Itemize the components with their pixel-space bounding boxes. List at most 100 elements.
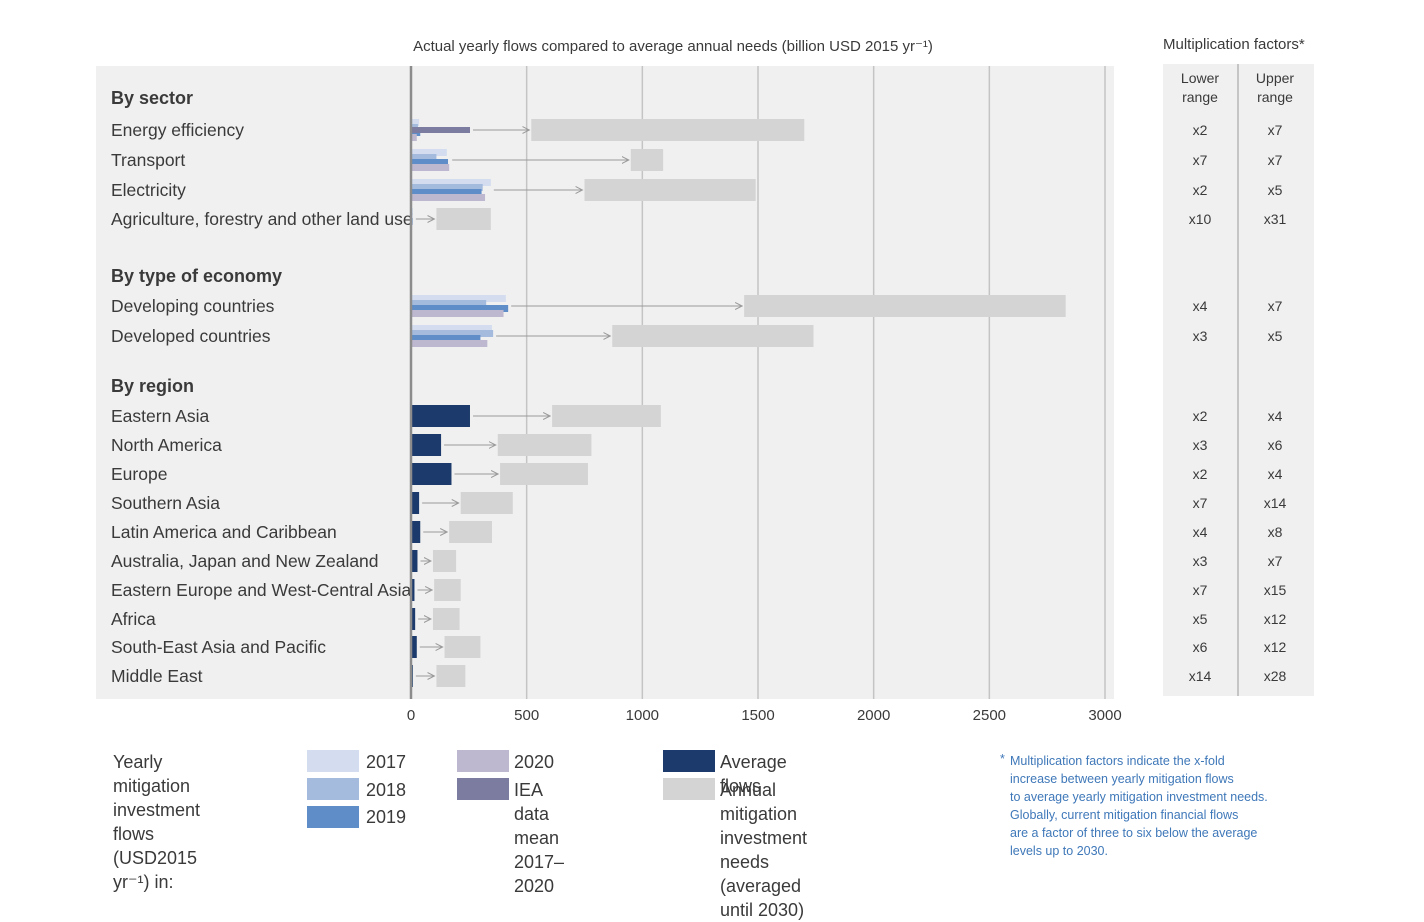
legend-label-iea: IEA data mean 2017–2020 [514,778,564,898]
legend-label-2018: 2018 [366,780,407,800]
bar-2017 [411,295,506,302]
row-label: North America [111,435,222,455]
row-label: Latin America and Caribbean [111,522,337,542]
mf-upper-value: x28 [1264,668,1287,684]
group-heading: By sector [111,88,193,108]
row-label: Developing countries [111,296,275,316]
bar-2018 [411,184,483,191]
mf-upper-value: x7 [1268,553,1283,569]
bar-needs-range [630,149,664,171]
legend-label-2017: 2017 [366,752,407,772]
row-label: South-East Asia and Pacific [111,637,326,657]
bar-2017 [411,325,492,332]
bar-needs-range [436,208,491,230]
bar-needs-range [436,665,466,687]
chart-title: Actual yearly flows compared to average … [413,38,933,55]
x-tick-label-3000: 3000 [1088,707,1121,724]
bar-2019 [411,159,449,166]
mf-lower-header-1: Lower [1181,70,1219,86]
legend-label-needs-line-1: Annual mitigation investment [720,780,808,848]
x-tick-label-1000: 1000 [626,707,659,724]
footnote-line-5: are a factor of three to six below the a… [1010,826,1258,840]
bar-needs-range [612,325,814,347]
row-label: Africa [111,609,156,629]
legend-swatch-2019 [307,806,359,828]
legend-swatch-iea [457,778,509,800]
mf-upper-value: x4 [1268,466,1283,482]
row-label: Transport [111,150,185,170]
mf-lower-value: x7 [1193,582,1208,598]
bar-needs-range [449,521,492,543]
bar-needs-range [444,636,481,658]
mf-upper-value: x12 [1264,611,1287,627]
bar-2017 [411,179,491,186]
row-label: Energy efficiency [111,120,244,140]
bar-2020 [411,310,504,317]
x-tick-label-2000: 2000 [857,707,890,724]
bar-average-flow [411,636,417,658]
bar-average-flow [411,608,416,630]
bar-average-flow [411,579,415,601]
mf-lower-value: x4 [1193,298,1208,314]
mf-upper-value: x5 [1268,182,1283,198]
bar-needs-range [584,179,756,201]
mf-lower-value: x2 [1193,466,1208,482]
mf-lower-value: x3 [1193,328,1208,344]
mf-upper-header-1: Upper [1256,70,1294,86]
mf-lower-value: x3 [1193,437,1208,453]
bar-needs-range [434,579,461,601]
bar-2020 [411,164,450,171]
bar-needs-range [500,463,588,485]
bar-average-flow [411,492,420,514]
footnote-line-1: Multiplication factors indicate the x-fo… [1010,754,1225,768]
mf-upper-value: x4 [1268,408,1283,424]
bar-2017 [411,119,420,126]
row-label: Electricity [111,180,186,200]
bar-average-flow [411,434,442,456]
mf-lower-value: x7 [1193,495,1208,511]
bar-2018 [411,300,487,307]
mf-lower-value: x2 [1193,122,1208,138]
bar-needs-range [497,434,592,456]
mf-lower-value: x2 [1193,408,1208,424]
legend-swatch-2017 [307,750,359,772]
mf-upper-value: x7 [1268,298,1283,314]
legend-swatch-needs [663,778,715,800]
bar-needs-range [432,550,457,572]
x-tick-label-2500: 2500 [973,707,1006,724]
row-label: Europe [111,464,167,484]
bar-2020 [411,134,417,141]
bar-needs-range [744,295,1066,317]
mf-lower-value: x7 [1193,152,1208,168]
bar-average-flow [411,405,470,427]
mf-upper-value: x6 [1268,437,1283,453]
mf-upper-value: x7 [1268,122,1283,138]
mf-upper-value: x7 [1268,152,1283,168]
group-heading: By region [111,376,194,396]
bar-2018 [411,330,494,337]
mf-upper-value: x5 [1268,328,1283,344]
mitigation-flows-chart: Actual yearly flows compared to average … [96,38,1295,724]
bar-2018 [411,154,437,161]
mf-lower-value: x6 [1193,639,1208,655]
legend-intro-line-1: Yearly mitigation [113,752,191,796]
bar-2019 [411,305,509,312]
row-label: Eastern Europe and West-Central Asia [111,580,412,600]
bar-2020 [411,194,486,201]
footnote-line-2: increase between yearly mitigation flows [1010,772,1234,786]
legend-label-average: Average flows [720,752,787,796]
mf-upper-value: x8 [1268,524,1283,540]
bar-2017 [411,149,447,156]
bar-2019 [411,335,481,342]
row-label: Eastern Asia [111,406,210,426]
legend-label-iea-line-2: 2017–2020 [514,852,565,896]
mf-upper-header-2: range [1257,89,1293,105]
row-label: Australia, Japan and New Zealand [111,551,379,571]
bar-needs-range [432,608,460,630]
x-tick-label-0: 0 [407,707,415,724]
multiplication-factors-title: Multiplication factors* [1163,36,1305,53]
legend-intro: Yearly mitigation investment flows (USD2… [113,750,200,894]
legend-label-needs-line-2: needs (averaged until 2030) [720,852,805,920]
bar-2019 [411,189,482,196]
mf-lower-value: x2 [1193,182,1208,198]
